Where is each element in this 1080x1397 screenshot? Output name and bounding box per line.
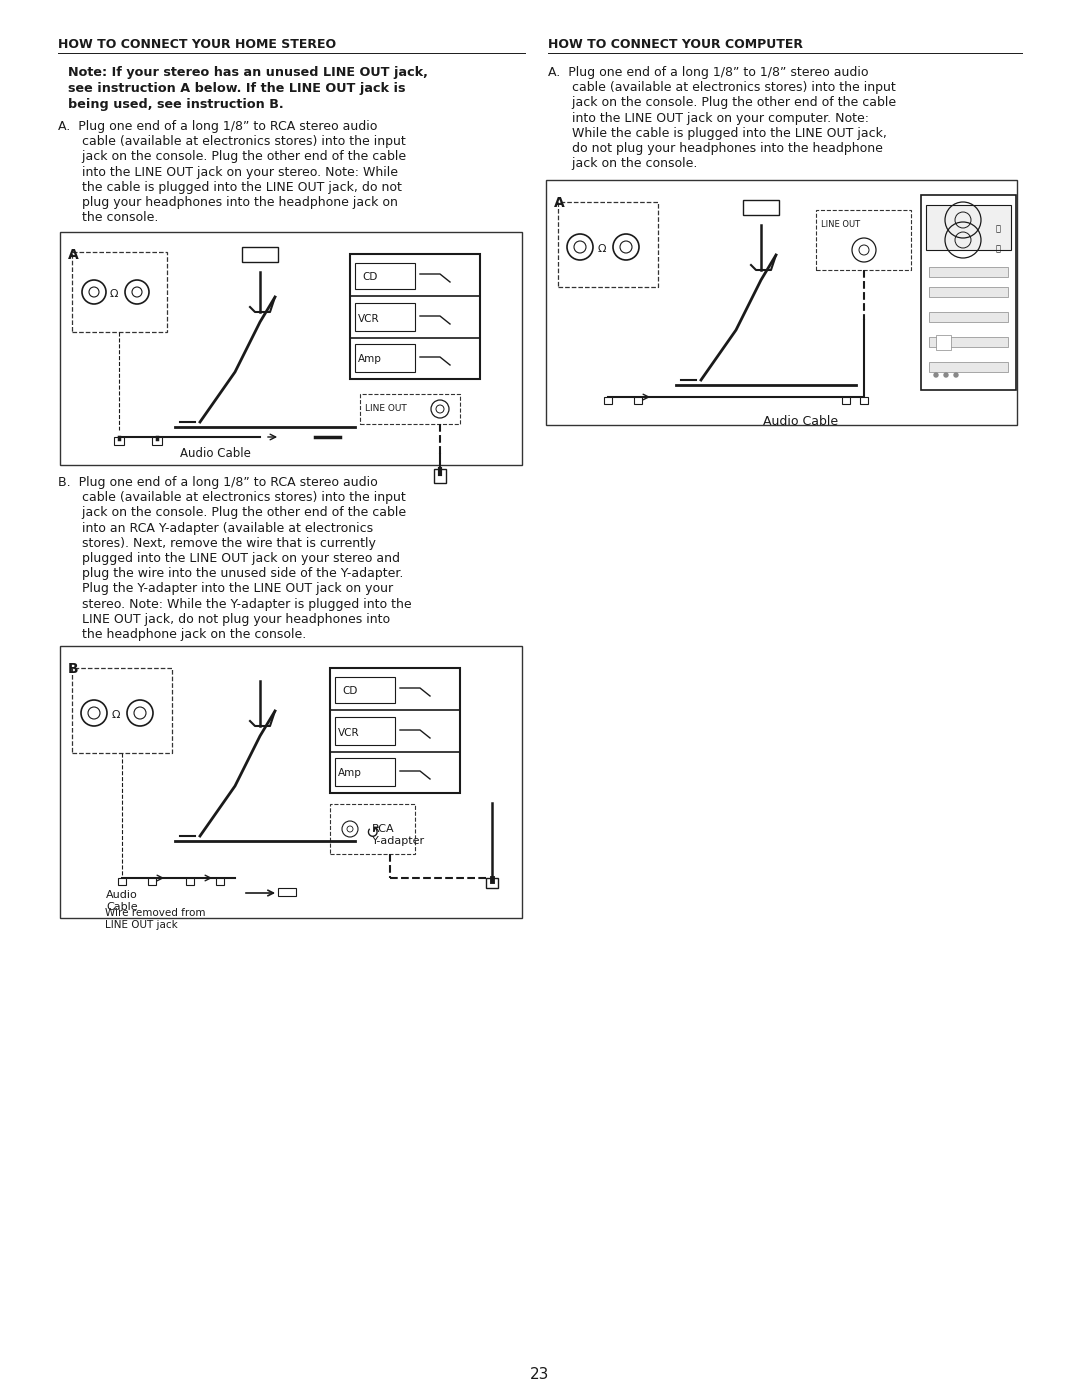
Bar bbox=[335, 678, 395, 703]
Bar bbox=[355, 263, 415, 289]
Bar bbox=[634, 397, 642, 404]
Text: ↺: ↺ bbox=[365, 824, 379, 842]
Text: do not plug your headphones into the headphone: do not plug your headphones into the hea… bbox=[548, 142, 882, 155]
Text: Amp: Amp bbox=[357, 353, 382, 365]
Bar bbox=[929, 312, 1008, 321]
Bar bbox=[72, 251, 167, 332]
Text: Audio
Cable: Audio Cable bbox=[106, 890, 138, 912]
Text: being used, see instruction B.: being used, see instruction B. bbox=[68, 98, 284, 110]
Bar bbox=[335, 717, 395, 745]
Bar bbox=[929, 362, 1008, 372]
Bar bbox=[72, 668, 172, 753]
Text: LINE OUT jack, do not plug your headphones into: LINE OUT jack, do not plug your headphon… bbox=[58, 613, 390, 626]
Circle shape bbox=[944, 373, 948, 377]
Circle shape bbox=[934, 373, 939, 377]
Bar bbox=[330, 805, 415, 854]
Text: RCA
Y-adapter: RCA Y-adapter bbox=[372, 824, 426, 847]
Bar bbox=[118, 877, 126, 886]
Text: the console.: the console. bbox=[58, 211, 159, 224]
Bar bbox=[842, 397, 850, 404]
Text: Amp: Amp bbox=[338, 768, 362, 778]
Text: CD: CD bbox=[342, 686, 357, 696]
Text: Ω: Ω bbox=[111, 710, 120, 719]
Text: cable (available at electronics stores) into the input: cable (available at electronics stores) … bbox=[548, 81, 895, 94]
Bar bbox=[278, 888, 296, 895]
Text: B.  Plug one end of a long 1/8” to RCA stereo audio: B. Plug one end of a long 1/8” to RCA st… bbox=[58, 476, 378, 489]
Bar bbox=[929, 267, 1008, 277]
Bar bbox=[921, 196, 1016, 390]
Text: A: A bbox=[554, 196, 565, 210]
Text: 23: 23 bbox=[530, 1368, 550, 1382]
Bar bbox=[936, 335, 951, 351]
Text: A: A bbox=[68, 249, 79, 263]
Text: Ω: Ω bbox=[110, 289, 118, 299]
Text: Note: If your stereo has an unused LINE OUT jack,: Note: If your stereo has an unused LINE … bbox=[68, 66, 428, 80]
Text: into the LINE OUT jack on your stereo. Note: While: into the LINE OUT jack on your stereo. N… bbox=[58, 166, 399, 179]
Bar bbox=[216, 877, 224, 886]
Bar bbox=[60, 645, 522, 918]
Bar bbox=[860, 397, 868, 404]
Circle shape bbox=[954, 373, 958, 377]
Text: While the cable is plugged into the LINE OUT jack,: While the cable is plugged into the LINE… bbox=[548, 127, 887, 140]
Text: VCR: VCR bbox=[338, 728, 360, 738]
Bar bbox=[486, 877, 498, 888]
Bar bbox=[816, 210, 912, 270]
Text: Ⓜ: Ⓜ bbox=[996, 244, 1001, 253]
Text: B: B bbox=[68, 662, 79, 676]
Text: Ⓜ: Ⓜ bbox=[996, 224, 1001, 233]
Bar bbox=[330, 668, 460, 793]
Bar bbox=[242, 247, 278, 263]
Text: into an RCA Y-adapter (available at electronics: into an RCA Y-adapter (available at elec… bbox=[58, 521, 373, 535]
Text: see instruction A below. If the LINE OUT jack is: see instruction A below. If the LINE OUT… bbox=[68, 82, 405, 95]
Text: plugged into the LINE OUT jack on your stereo and: plugged into the LINE OUT jack on your s… bbox=[58, 552, 400, 564]
Text: stereo. Note: While the Y-adapter is plugged into the: stereo. Note: While the Y-adapter is plu… bbox=[58, 598, 411, 610]
Text: A.  Plug one end of a long 1/8” to 1/8” stereo audio: A. Plug one end of a long 1/8” to 1/8” s… bbox=[548, 66, 868, 80]
Bar bbox=[434, 469, 446, 483]
Bar bbox=[335, 759, 395, 787]
Bar bbox=[355, 344, 415, 372]
Bar bbox=[60, 232, 522, 465]
Text: into the LINE OUT jack on your computer. Note:: into the LINE OUT jack on your computer.… bbox=[548, 112, 869, 124]
Bar bbox=[604, 397, 612, 404]
Bar bbox=[114, 437, 124, 446]
Text: Plug the Y-adapter into the LINE OUT jack on your: Plug the Y-adapter into the LINE OUT jac… bbox=[58, 583, 393, 595]
Bar bbox=[350, 254, 480, 379]
Text: A.  Plug one end of a long 1/8” to RCA stereo audio: A. Plug one end of a long 1/8” to RCA st… bbox=[58, 120, 377, 133]
Text: HOW TO CONNECT YOUR COMPUTER: HOW TO CONNECT YOUR COMPUTER bbox=[548, 38, 804, 52]
Text: stores). Next, remove the wire that is currently: stores). Next, remove the wire that is c… bbox=[58, 536, 376, 550]
Bar bbox=[743, 200, 779, 215]
Bar bbox=[355, 303, 415, 331]
Text: jack on the console. Plug the other end of the cable: jack on the console. Plug the other end … bbox=[58, 506, 406, 520]
Text: cable (available at electronics stores) into the input: cable (available at electronics stores) … bbox=[58, 136, 406, 148]
Text: the headphone jack on the console.: the headphone jack on the console. bbox=[58, 629, 307, 641]
Bar bbox=[929, 337, 1008, 346]
Text: Ω: Ω bbox=[597, 244, 606, 254]
Text: the cable is plugged into the LINE OUT jack, do not: the cable is plugged into the LINE OUT j… bbox=[58, 180, 402, 194]
Text: jack on the console.: jack on the console. bbox=[548, 158, 698, 170]
Text: jack on the console. Plug the other end of the cable: jack on the console. Plug the other end … bbox=[58, 151, 406, 163]
Bar bbox=[558, 203, 658, 286]
Text: Audio Cable: Audio Cable bbox=[764, 415, 838, 427]
Text: Wire removed from
LINE OUT jack: Wire removed from LINE OUT jack bbox=[105, 908, 205, 930]
Bar bbox=[546, 180, 1017, 425]
Bar bbox=[152, 437, 162, 446]
Bar bbox=[360, 394, 460, 425]
Text: VCR: VCR bbox=[357, 314, 380, 324]
Bar bbox=[186, 877, 194, 886]
Bar bbox=[148, 877, 156, 886]
Text: LINE OUT: LINE OUT bbox=[821, 219, 860, 229]
Bar bbox=[926, 205, 1011, 250]
Text: jack on the console. Plug the other end of the cable: jack on the console. Plug the other end … bbox=[548, 96, 896, 109]
Text: CD: CD bbox=[362, 272, 377, 282]
Text: cable (available at electronics stores) into the input: cable (available at electronics stores) … bbox=[58, 492, 406, 504]
Text: LINE OUT: LINE OUT bbox=[365, 404, 407, 414]
Bar bbox=[929, 286, 1008, 298]
Text: Audio Cable: Audio Cable bbox=[179, 447, 251, 460]
Text: plug the wire into the unused side of the Y-adapter.: plug the wire into the unused side of th… bbox=[58, 567, 403, 580]
Text: HOW TO CONNECT YOUR HOME STEREO: HOW TO CONNECT YOUR HOME STEREO bbox=[58, 38, 336, 52]
Text: plug your headphones into the headphone jack on: plug your headphones into the headphone … bbox=[58, 196, 397, 210]
